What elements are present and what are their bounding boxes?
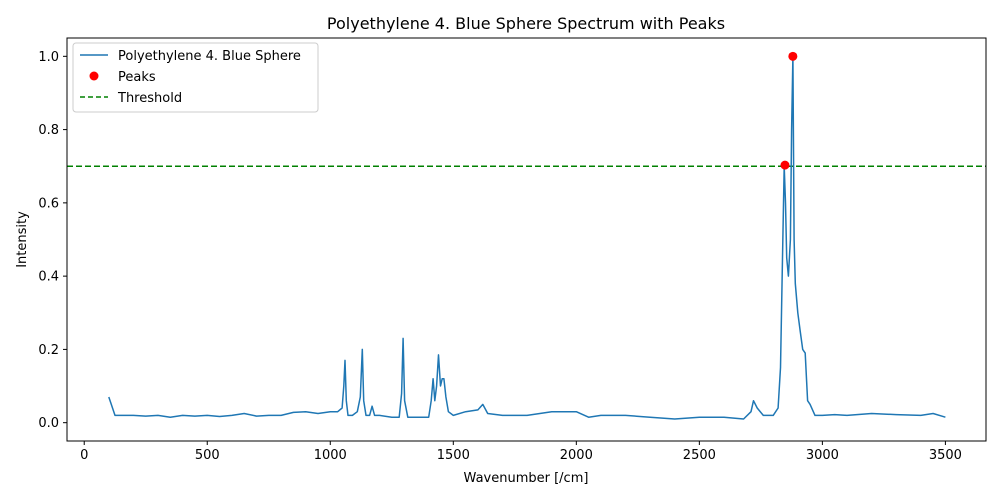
legend: Polyethylene 4. Blue Sphere Peaks Thresh… bbox=[72, 42, 319, 113]
legend-peak-swatch bbox=[89, 71, 99, 81]
x-tick-label: 3500 bbox=[929, 448, 962, 463]
y-tick-label: 1.0 bbox=[38, 50, 59, 65]
peak-marker bbox=[788, 51, 798, 61]
x-tick-label: 3000 bbox=[806, 448, 839, 463]
y-tick-label: 0.4 bbox=[38, 270, 59, 285]
peak-marker bbox=[780, 160, 790, 170]
x-tick-label: 0 bbox=[80, 448, 88, 463]
x-tick-label: 1500 bbox=[437, 448, 470, 463]
legend-box bbox=[72, 42, 319, 113]
axes: 0 500 1000 1500 2000 2500 3000 3500 0.0 0.2 0.4 0.6… bbox=[38, 50, 962, 463]
y-tick-label: 0.8 bbox=[38, 123, 59, 138]
spectrum-line bbox=[108, 55, 946, 420]
plot-area bbox=[67, 51, 986, 420]
legend-label-spectrum: Polyethylene 4. Blue Sphere bbox=[118, 49, 301, 64]
x-tick-label: 1000 bbox=[314, 448, 347, 463]
y-axis-label: Intensity bbox=[15, 211, 30, 268]
y-tick-label: 0.0 bbox=[38, 416, 59, 431]
x-tick-label: 2000 bbox=[560, 448, 593, 463]
chart-title: Polyethylene 4. Blue Sphere Spectrum wit… bbox=[327, 14, 725, 33]
y-tick-label: 0.6 bbox=[38, 196, 59, 211]
legend-label-peaks: Peaks bbox=[118, 70, 156, 85]
x-tick-label: 2500 bbox=[683, 448, 716, 463]
plot-frame bbox=[66, 37, 987, 442]
x-tick-label: 500 bbox=[195, 448, 220, 463]
x-axis-label: Wavenumber [/cm] bbox=[464, 471, 589, 486]
legend-label-threshold: Threshold bbox=[117, 91, 182, 106]
y-tick-label: 0.2 bbox=[38, 343, 59, 358]
